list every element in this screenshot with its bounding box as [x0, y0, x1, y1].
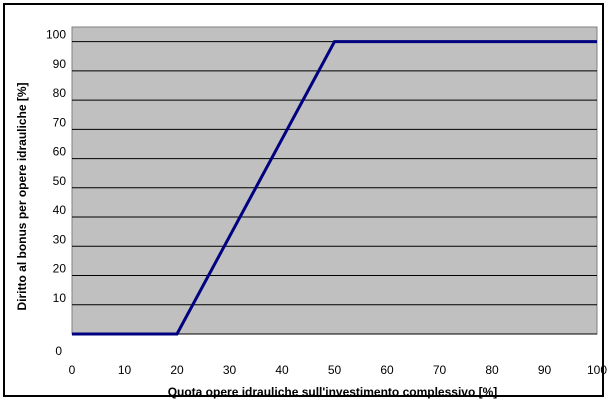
y-axis-title: Diritto al bonus per opere idrauliche [%…	[15, 82, 29, 310]
y-tick-0: 0	[55, 344, 62, 358]
x-tick-0: 0	[69, 363, 76, 377]
x-tick-30: 30	[223, 363, 237, 377]
y-tick-50: 50	[53, 174, 67, 188]
y-tick-30: 30	[53, 232, 67, 246]
x-tick-90: 90	[538, 363, 552, 377]
x-tick-20: 20	[170, 363, 184, 377]
y-axis-ticks: 0 10 20 30 40 50 60 70 80 90 100	[46, 28, 66, 358]
x-tick-60: 60	[380, 363, 394, 377]
y-tick-90: 90	[53, 57, 67, 71]
x-tick-80: 80	[485, 363, 499, 377]
y-tick-70: 70	[53, 115, 67, 129]
plot-area	[71, 26, 598, 335]
y-tick-100: 100	[46, 28, 66, 42]
x-tick-100: 100	[587, 363, 607, 377]
x-tick-70: 70	[433, 363, 447, 377]
x-axis-ticks: 0 10 20 30 40 50 60 70 80 90 100	[69, 363, 608, 377]
y-tick-20: 20	[53, 262, 67, 276]
y-tick-80: 80	[53, 86, 67, 100]
y-tick-60: 60	[53, 145, 67, 159]
y-tick-40: 40	[53, 203, 67, 217]
y-tick-10: 10	[53, 291, 67, 305]
series-line	[72, 40, 597, 336]
x-tick-40: 40	[275, 363, 289, 377]
x-tick-50: 50	[328, 363, 342, 377]
x-axis-title: Quota opere idrauliche sull'investimento…	[168, 385, 498, 399]
x-tick-10: 10	[118, 363, 132, 377]
